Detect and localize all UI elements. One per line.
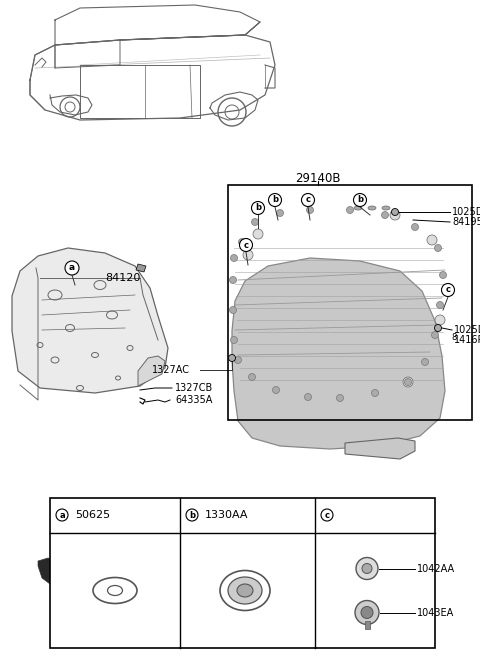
- Circle shape: [392, 209, 398, 216]
- Ellipse shape: [382, 206, 390, 210]
- Circle shape: [440, 272, 446, 279]
- Circle shape: [307, 207, 313, 213]
- Circle shape: [235, 356, 241, 363]
- Circle shape: [347, 207, 353, 213]
- Circle shape: [304, 394, 312, 401]
- Circle shape: [362, 564, 372, 573]
- Circle shape: [229, 306, 237, 314]
- Text: 50625: 50625: [75, 510, 110, 520]
- Text: 1043EA: 1043EA: [417, 607, 454, 617]
- Circle shape: [432, 331, 439, 338]
- Circle shape: [321, 509, 333, 521]
- Text: c: c: [243, 241, 249, 249]
- Text: c: c: [305, 195, 311, 205]
- Circle shape: [403, 377, 413, 387]
- Circle shape: [56, 509, 68, 521]
- Circle shape: [65, 261, 79, 275]
- Bar: [364, 621, 370, 628]
- Ellipse shape: [237, 584, 253, 597]
- Circle shape: [240, 239, 252, 251]
- Text: 1416RD: 1416RD: [454, 335, 480, 345]
- Text: 1330AA: 1330AA: [205, 510, 249, 520]
- Circle shape: [442, 283, 455, 297]
- Text: c: c: [324, 510, 329, 520]
- Text: 29140B: 29140B: [295, 171, 341, 184]
- Text: 84195H: 84195H: [452, 217, 480, 227]
- Circle shape: [405, 379, 411, 386]
- Bar: [228, 185, 472, 420]
- Circle shape: [276, 209, 284, 216]
- Text: 1042AA: 1042AA: [417, 564, 455, 573]
- Circle shape: [411, 224, 419, 230]
- Circle shape: [243, 250, 253, 260]
- Circle shape: [434, 245, 442, 251]
- Circle shape: [228, 354, 236, 361]
- Circle shape: [230, 255, 238, 262]
- Polygon shape: [136, 264, 146, 272]
- Text: a: a: [69, 264, 75, 272]
- Polygon shape: [12, 248, 168, 393]
- Circle shape: [229, 276, 237, 283]
- Circle shape: [436, 302, 444, 308]
- Circle shape: [253, 229, 263, 239]
- Circle shape: [435, 315, 445, 325]
- Text: 8: 8: [451, 333, 456, 342]
- Circle shape: [382, 211, 388, 218]
- Bar: [50, 498, 435, 648]
- Text: b: b: [189, 510, 195, 520]
- Circle shape: [186, 509, 198, 521]
- Circle shape: [390, 210, 400, 220]
- Text: 84120: 84120: [105, 273, 140, 283]
- Circle shape: [355, 600, 379, 625]
- Circle shape: [427, 235, 437, 245]
- Circle shape: [356, 558, 378, 579]
- Circle shape: [252, 201, 264, 215]
- Text: b: b: [357, 195, 363, 205]
- Ellipse shape: [228, 577, 262, 604]
- Ellipse shape: [368, 206, 376, 210]
- Circle shape: [372, 390, 379, 396]
- Text: 64335A: 64335A: [175, 395, 212, 405]
- Polygon shape: [138, 356, 165, 386]
- Circle shape: [239, 239, 245, 245]
- Text: c: c: [445, 285, 451, 295]
- Ellipse shape: [354, 206, 362, 210]
- Circle shape: [434, 325, 442, 331]
- Circle shape: [230, 337, 238, 344]
- Text: 1025DB: 1025DB: [454, 325, 480, 335]
- Text: b: b: [255, 203, 261, 213]
- Circle shape: [361, 607, 373, 619]
- Circle shape: [301, 194, 314, 207]
- Text: 1025DB: 1025DB: [452, 207, 480, 217]
- Text: a: a: [59, 510, 65, 520]
- Polygon shape: [38, 558, 72, 586]
- Text: b: b: [272, 195, 278, 205]
- Circle shape: [353, 194, 367, 207]
- Polygon shape: [345, 438, 415, 459]
- Circle shape: [268, 194, 281, 207]
- Text: 1327AC: 1327AC: [152, 365, 190, 375]
- Text: 1327CB: 1327CB: [175, 383, 213, 393]
- Circle shape: [336, 394, 344, 401]
- Circle shape: [273, 386, 279, 394]
- Circle shape: [421, 358, 429, 365]
- Polygon shape: [232, 258, 445, 449]
- Circle shape: [249, 373, 255, 380]
- Circle shape: [252, 218, 259, 226]
